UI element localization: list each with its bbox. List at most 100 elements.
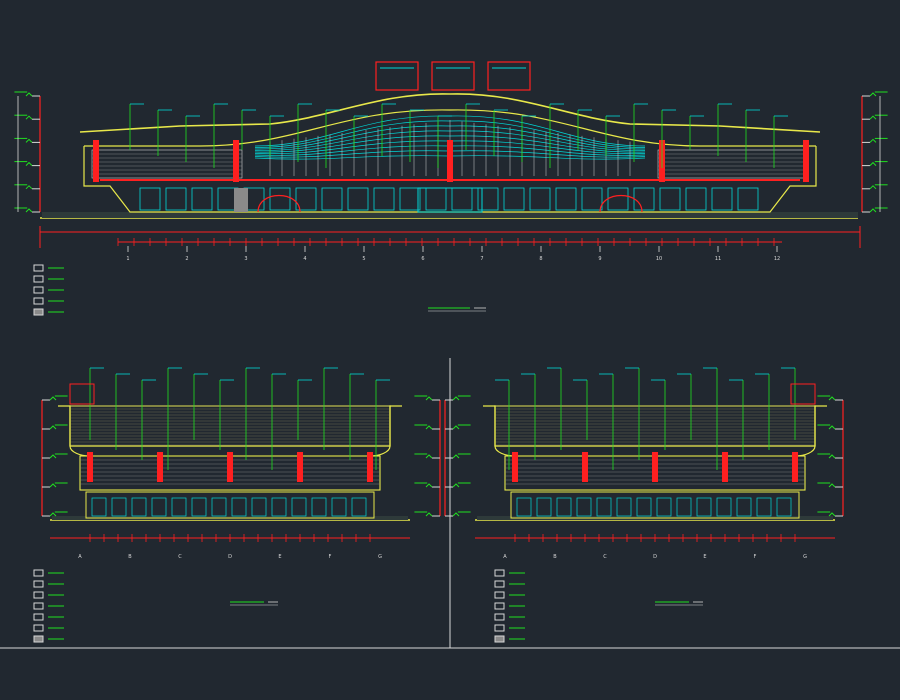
level-marker <box>425 512 433 517</box>
facade-red-column <box>233 140 239 182</box>
side-ground-floor <box>85 491 375 519</box>
side-red-column <box>652 452 658 482</box>
side-red-column <box>582 452 588 482</box>
side-window <box>291 497 307 517</box>
level-marker <box>828 425 836 430</box>
legend-swatch <box>33 602 44 610</box>
ground-floor-window <box>269 187 291 211</box>
legend-swatch <box>494 580 505 588</box>
level-marker <box>828 483 836 488</box>
side-window <box>656 497 672 517</box>
level-marker <box>49 483 57 488</box>
ground-floor-window <box>529 187 551 211</box>
ground-floor-window <box>581 187 603 211</box>
side-window <box>231 497 247 517</box>
side-axis-mark: E <box>703 554 706 560</box>
side-axis-mark: E <box>278 554 281 560</box>
side-window <box>776 497 792 517</box>
ground-floor-window <box>191 187 213 211</box>
side-window <box>111 497 127 517</box>
right-entrance-arch <box>599 194 643 213</box>
level-marker <box>869 208 877 213</box>
side-window <box>636 497 652 517</box>
ground-floor-window <box>503 187 525 211</box>
level-marker <box>452 483 460 488</box>
main-axis-mark: 6 <box>421 256 424 262</box>
ground-floor-window <box>373 187 395 211</box>
legend-swatch <box>494 635 505 643</box>
side-window <box>351 497 367 517</box>
side-window <box>696 497 712 517</box>
ground-floor-window <box>399 187 421 211</box>
roof-skylight-box <box>431 61 475 91</box>
side-red-column <box>87 452 93 482</box>
ground-floor-window <box>607 187 629 211</box>
side-window <box>596 497 612 517</box>
ground-floor-window <box>685 187 707 211</box>
side-window <box>311 497 327 517</box>
left-wing-facade <box>91 149 243 179</box>
side-window <box>716 497 732 517</box>
legend-swatch <box>33 297 44 305</box>
level-marker <box>452 454 460 459</box>
level-marker <box>452 425 460 430</box>
side-axis-mark: B <box>128 554 132 560</box>
side-window <box>536 497 552 517</box>
side-axis-mark: A <box>503 554 507 560</box>
main-legend <box>33 264 64 316</box>
main-plinth <box>42 212 858 218</box>
legend-swatch <box>33 569 44 577</box>
level-marker <box>869 185 877 190</box>
side-level-column <box>414 395 441 517</box>
side-roof-overhang <box>794 405 827 457</box>
side-level-column <box>444 395 471 517</box>
level-marker <box>828 396 836 401</box>
main-axis-mark: 10 <box>656 256 662 262</box>
side-window <box>736 497 752 517</box>
side-ground-floor <box>510 491 800 519</box>
side-axis-mark: D <box>228 554 232 560</box>
ground-floor-window <box>425 187 447 211</box>
main-axis-mark: 9 <box>598 256 601 262</box>
main-axis-mark: 12 <box>774 256 780 262</box>
main-level-column-left <box>14 91 41 213</box>
legend-swatch <box>494 569 505 577</box>
side-red-column <box>227 452 233 482</box>
main-elevation-drawing: 1 2 3 4 5 6 7 8 9 10 11 12 <box>14 61 888 316</box>
level-marker <box>425 425 433 430</box>
side-axis-mark: B <box>553 554 557 560</box>
side-roof-overhang <box>483 405 516 457</box>
viewport-divider <box>0 358 900 649</box>
main-axis-mark: 3 <box>244 256 247 262</box>
legend-swatch <box>494 613 505 621</box>
side-red-column <box>367 452 373 482</box>
main-axis-mark: 2 <box>185 256 188 262</box>
facade-red-column <box>447 140 453 182</box>
side-axis-mark: A <box>78 554 82 560</box>
ground-floor-window <box>633 187 655 211</box>
side-axis-mark: G <box>803 554 807 560</box>
legend-swatch <box>33 275 44 283</box>
level-marker <box>25 92 33 97</box>
main-axis-mark: 5 <box>362 256 365 262</box>
main-axis-mark: 4 <box>303 256 306 262</box>
side-axis-mark: D <box>653 554 657 560</box>
side-note-box <box>790 383 816 405</box>
main-stair-block <box>234 188 248 212</box>
side-level-column <box>41 395 68 517</box>
side-legend <box>494 569 525 643</box>
level-marker <box>452 396 460 401</box>
ground-floor-window <box>321 187 343 211</box>
main-axis-mark: 7 <box>480 256 483 262</box>
main-roof-outline <box>79 93 821 133</box>
side-window <box>251 497 267 517</box>
side-roof-overhang <box>369 405 402 457</box>
side-axis-mark: G <box>378 554 382 560</box>
legend-swatch <box>33 635 44 643</box>
level-marker <box>25 161 33 166</box>
legend-swatch <box>33 624 44 632</box>
side-window <box>516 497 532 517</box>
ground-floor-window <box>451 187 473 211</box>
left-entrance-arch <box>257 194 301 213</box>
